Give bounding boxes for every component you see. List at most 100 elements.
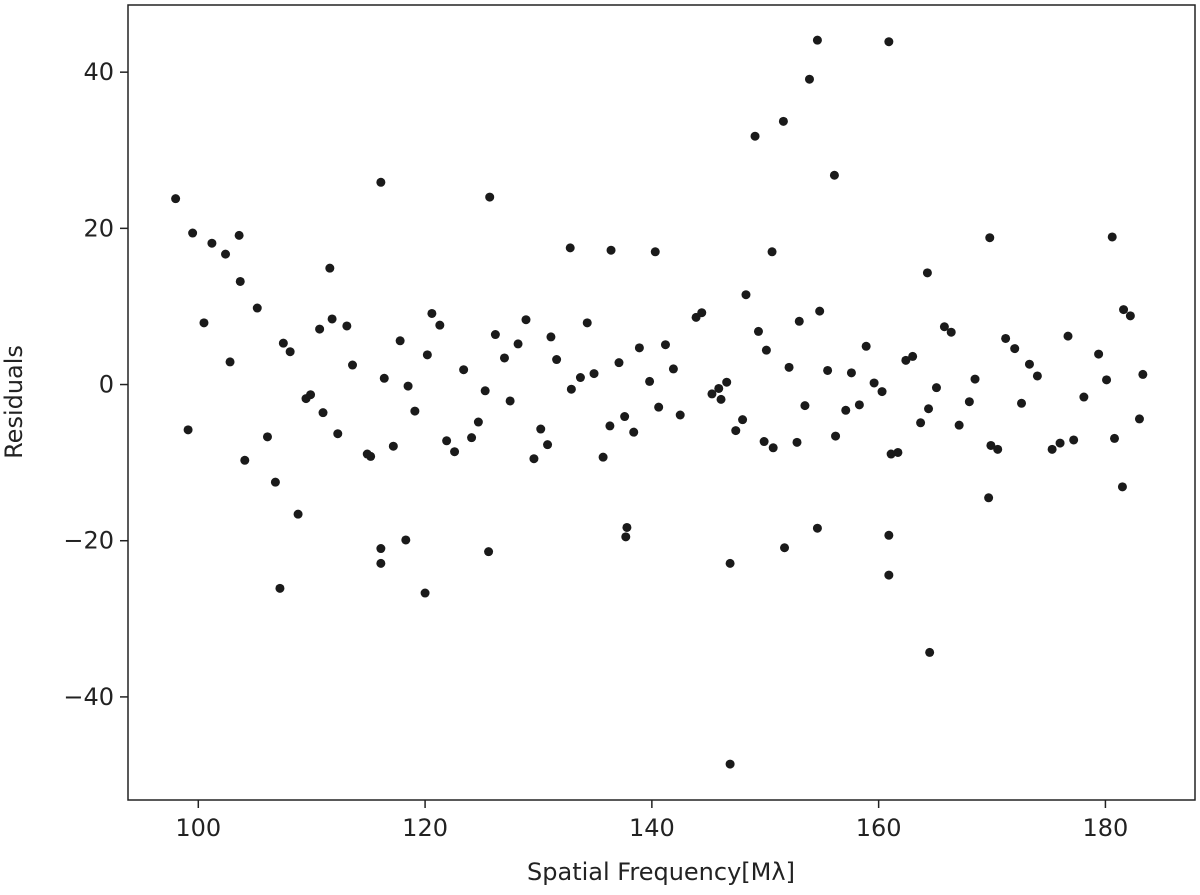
point xyxy=(171,194,181,204)
point xyxy=(784,362,794,372)
point xyxy=(886,449,896,459)
point xyxy=(575,373,585,383)
point xyxy=(348,360,358,370)
point xyxy=(262,432,272,442)
point xyxy=(1017,398,1027,408)
point xyxy=(823,365,833,375)
point xyxy=(1032,371,1042,381)
y-tick-label: 40 xyxy=(83,58,114,86)
point xyxy=(427,308,437,318)
point xyxy=(792,437,802,447)
point xyxy=(767,247,777,257)
point xyxy=(738,415,748,425)
y-tick-label: −40 xyxy=(63,683,114,711)
point xyxy=(946,327,956,337)
point xyxy=(315,324,325,334)
point xyxy=(552,355,562,365)
point xyxy=(529,454,539,464)
point xyxy=(1102,375,1112,385)
y-tick-label: 20 xyxy=(83,214,114,242)
point xyxy=(846,368,856,378)
point xyxy=(490,330,500,340)
point xyxy=(459,365,469,375)
point xyxy=(234,230,244,240)
point xyxy=(984,493,994,503)
x-tick-label: 180 xyxy=(1083,814,1129,842)
point xyxy=(812,35,822,45)
point xyxy=(199,318,209,328)
point xyxy=(1069,435,1079,445)
point xyxy=(422,350,432,360)
point xyxy=(1109,433,1119,443)
point xyxy=(668,364,678,374)
point xyxy=(780,543,790,553)
point xyxy=(707,389,717,399)
point xyxy=(403,381,413,391)
point xyxy=(376,177,386,187)
point xyxy=(188,228,198,238)
point xyxy=(1107,232,1117,242)
point xyxy=(275,583,285,593)
point xyxy=(473,417,483,427)
point xyxy=(183,425,193,435)
point xyxy=(480,386,490,396)
y-tick-label: 0 xyxy=(99,371,114,399)
point xyxy=(815,306,825,316)
point xyxy=(485,192,495,202)
y-tick-label: −20 xyxy=(63,527,114,555)
point xyxy=(395,336,405,346)
point xyxy=(931,383,941,393)
point xyxy=(869,378,879,388)
point xyxy=(467,433,477,443)
point xyxy=(768,443,778,453)
point xyxy=(376,544,386,554)
point xyxy=(621,532,631,542)
point xyxy=(924,404,934,414)
point xyxy=(235,276,245,286)
point xyxy=(513,339,523,349)
point xyxy=(964,397,974,407)
point xyxy=(884,570,894,580)
point xyxy=(376,558,386,568)
point xyxy=(379,373,389,383)
point xyxy=(654,402,664,412)
point xyxy=(318,408,328,418)
point xyxy=(901,355,911,365)
point xyxy=(598,452,608,462)
point xyxy=(1094,349,1104,359)
point xyxy=(536,424,546,434)
point xyxy=(450,447,460,457)
point xyxy=(333,429,343,439)
point xyxy=(954,420,964,430)
point xyxy=(240,455,250,465)
point xyxy=(1047,444,1057,454)
point xyxy=(714,383,724,393)
point xyxy=(1138,369,1148,379)
point xyxy=(778,116,788,126)
point xyxy=(505,396,515,406)
point xyxy=(634,343,644,353)
point xyxy=(750,131,760,141)
point xyxy=(970,374,980,384)
point xyxy=(650,247,660,257)
point xyxy=(1117,482,1127,492)
point xyxy=(521,315,531,325)
point xyxy=(925,647,935,657)
point xyxy=(697,308,707,318)
point xyxy=(884,37,894,47)
point xyxy=(812,523,822,533)
point xyxy=(401,535,411,545)
plot-frame xyxy=(127,4,1196,801)
point xyxy=(986,440,996,450)
point xyxy=(916,418,926,428)
point xyxy=(614,358,624,368)
point xyxy=(435,320,445,330)
point xyxy=(566,384,576,394)
point xyxy=(1125,311,1135,321)
point xyxy=(731,426,741,436)
point xyxy=(893,447,903,457)
point xyxy=(829,170,839,180)
point xyxy=(753,326,763,336)
point xyxy=(327,314,337,324)
point xyxy=(741,290,751,300)
